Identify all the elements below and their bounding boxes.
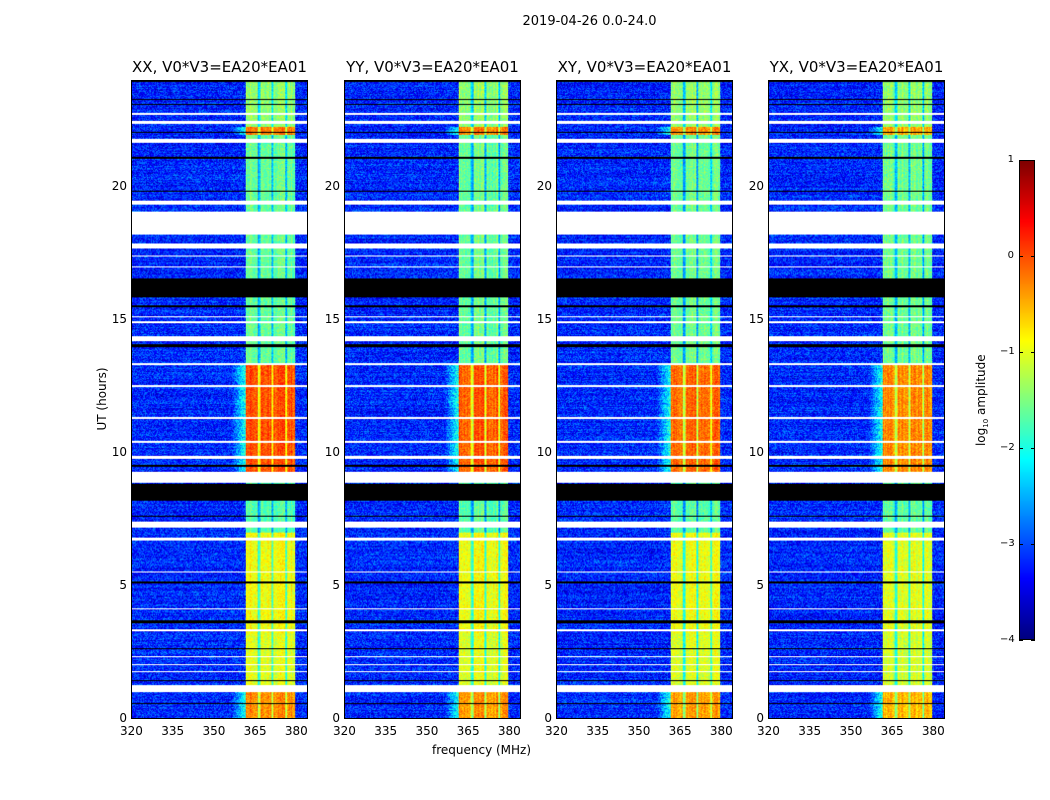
x-tick-label: 350 (627, 724, 651, 738)
panel-title: XY, V0*V3=EA20*EA01 (557, 58, 732, 76)
y-tick-label: 5 (332, 577, 340, 592)
colorbar-tick-label: 0 (1007, 250, 1014, 261)
x-tick-label: 365 (880, 724, 904, 738)
x-tick-label: 365 (243, 724, 267, 738)
y-tick-label: 20 (748, 178, 764, 193)
x-tick-label: 320 (333, 724, 356, 738)
colorbar-tick-label: −1 (1000, 346, 1015, 357)
y-tick-label: 0 (544, 711, 552, 725)
x-tick-label: 350 (839, 724, 863, 738)
heatmap-image (132, 81, 307, 718)
waterfall-panel (131, 80, 308, 719)
y-tick-label: 10 (111, 444, 127, 459)
y-tick-label: 5 (544, 577, 552, 592)
y-tick-label: 20 (111, 178, 127, 193)
x-tick-label: 320 (545, 724, 568, 738)
y-tick-label: 15 (111, 311, 127, 326)
y-tick-label: 5 (119, 577, 127, 592)
waterfall-panel (556, 80, 733, 719)
y-tick-label: 10 (748, 444, 764, 459)
x-tick-label: 320 (120, 724, 143, 738)
x-tick-label: 335 (374, 724, 398, 738)
colorbar-tick-mark (1019, 640, 1035, 641)
panel-title: YX, V0*V3=EA20*EA01 (769, 58, 944, 76)
colorbar-tick-mark (1019, 256, 1035, 257)
y-tick-label: 0 (119, 711, 127, 725)
panel-title: YY, V0*V3=EA20*EA01 (346, 58, 519, 76)
heatmap-image (557, 81, 732, 718)
y-axis-label: UT (hours) (95, 367, 109, 431)
waterfall-panel (344, 80, 521, 719)
colorbar-tick-label: 1 (1007, 154, 1014, 165)
y-tick-label: 15 (536, 311, 552, 326)
y-tick-label: 0 (332, 711, 340, 725)
y-tick-label: 10 (324, 444, 340, 459)
figure-title: 2019-04-26 0.0-24.0 (522, 14, 657, 29)
y-tick-label: 15 (748, 311, 764, 326)
x-tick-label: 335 (798, 724, 822, 738)
colorbar-tick-label: −4 (1000, 634, 1015, 645)
colorbar-tick-mark (1019, 448, 1035, 449)
y-tick-label: 20 (324, 178, 340, 193)
colorbar-tick-mark (1019, 160, 1035, 161)
x-tick-label: 335 (161, 724, 185, 738)
colorbar-tick-label: −3 (1000, 538, 1015, 549)
heatmap-image (345, 81, 520, 718)
colorbar-tick-mark (1019, 544, 1035, 545)
x-tick-label: 380 (497, 724, 521, 738)
x-tick-label: 350 (415, 724, 439, 738)
x-tick-label: 350 (202, 724, 226, 738)
x-tick-label: 365 (456, 724, 480, 738)
waterfall-panel (768, 80, 945, 719)
x-tick-label: 365 (668, 724, 692, 738)
y-tick-label: 10 (536, 444, 552, 459)
x-tick-label: 380 (284, 724, 308, 738)
x-tick-label: 335 (586, 724, 610, 738)
colorbar-tick-label: −2 (1000, 442, 1015, 453)
y-tick-label: 15 (324, 311, 340, 326)
x-tick-label: 380 (709, 724, 733, 738)
colorbar-tick-mark (1019, 352, 1035, 353)
x-tick-label: 320 (757, 724, 780, 738)
y-tick-label: 5 (756, 577, 764, 592)
x-axis-label: frequency (MHz) (432, 743, 532, 757)
heatmap-image (769, 81, 944, 718)
x-tick-label: 380 (921, 724, 945, 738)
y-tick-label: 20 (536, 178, 552, 193)
panel-title: XX, V0*V3=EA20*EA01 (132, 58, 307, 76)
colorbar (1019, 160, 1035, 640)
y-tick-label: 0 (756, 711, 764, 725)
colorbar-label: log10 amplitude (973, 354, 991, 447)
